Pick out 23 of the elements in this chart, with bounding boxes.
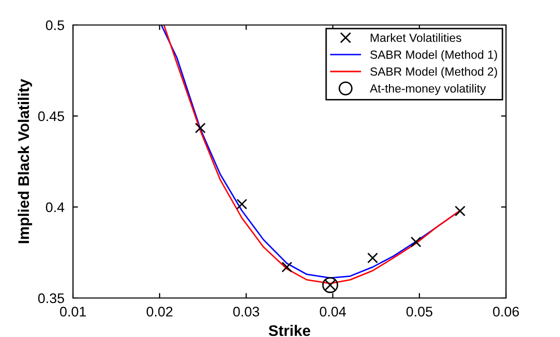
x-tick-label: 0.03 bbox=[233, 306, 260, 317]
y-tick-label: 0.4 bbox=[46, 202, 64, 212]
legend-label: At-the-money volatility bbox=[370, 84, 486, 95]
x-tick-label: 0.02 bbox=[146, 306, 172, 317]
x-tick-label: 0.06 bbox=[493, 306, 519, 317]
point bbox=[322, 277, 338, 294]
x-axis-title: Strike bbox=[268, 324, 310, 336]
y-tick-label: 0.45 bbox=[38, 111, 64, 122]
y-axis-title: Implied Black Volatility bbox=[18, 78, 32, 244]
point bbox=[367, 252, 378, 264]
x-tick-label: 0.04 bbox=[320, 306, 346, 317]
legend-label: SABR Model (Method 1) bbox=[370, 50, 498, 62]
point bbox=[454, 206, 466, 216]
point bbox=[194, 122, 206, 134]
point bbox=[282, 262, 292, 272]
point bbox=[410, 236, 422, 248]
point bbox=[236, 198, 248, 210]
legend-label: SABR Model (Method 2) bbox=[370, 67, 498, 78]
x-tick-label: 0.01 bbox=[60, 306, 86, 317]
y-tick-label: 0.35 bbox=[38, 293, 64, 304]
x-tick-label: 0.05 bbox=[406, 306, 432, 317]
legend-label: Market Volatilities bbox=[370, 33, 462, 42]
y-tick-label: 0.5 bbox=[46, 20, 64, 30]
